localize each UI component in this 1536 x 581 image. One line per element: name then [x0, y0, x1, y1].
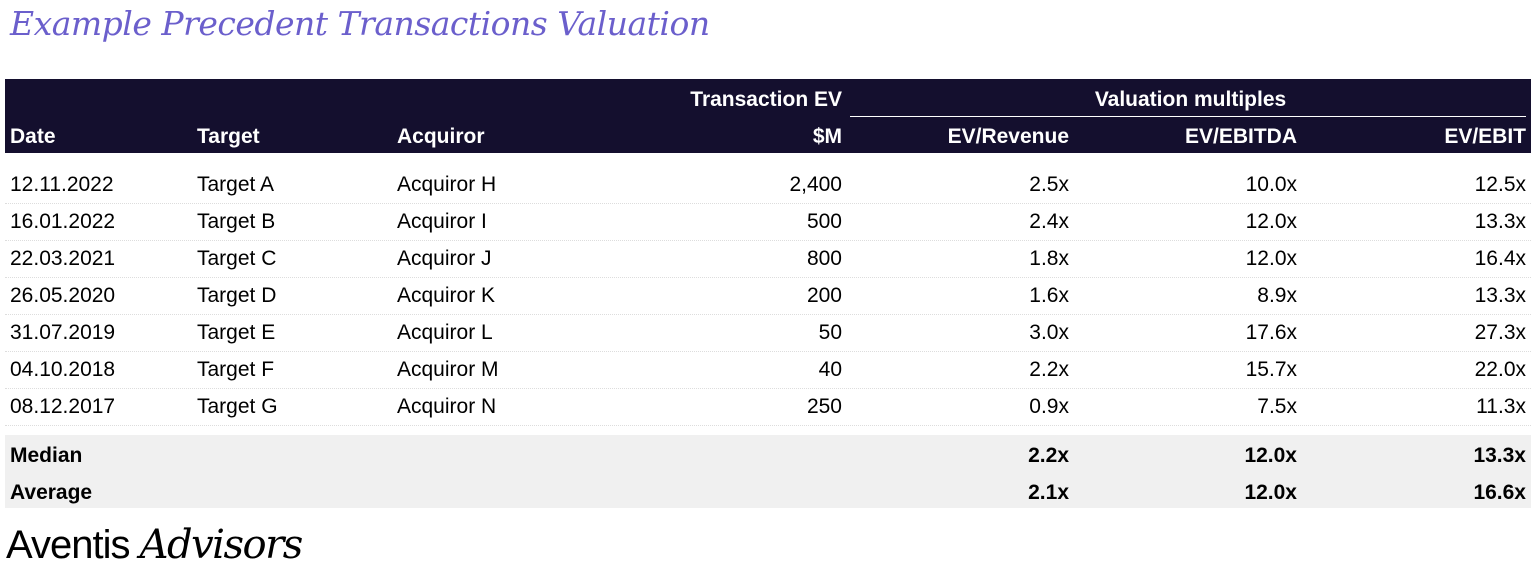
cell-ev-ebit: 11.3x: [1476, 395, 1526, 418]
summary-label-median: Median: [10, 444, 83, 467]
cell-target: Target E: [197, 321, 276, 344]
cell-acquiror: Acquiror N: [397, 395, 497, 418]
cell-transaction-ev: 50: [818, 321, 842, 344]
cell-ev-revenue: 2.4x: [1029, 210, 1069, 233]
cell-acquiror: Acquiror I: [397, 210, 487, 233]
summary-block: Median 2.2x 12.0x 13.3x Average 2.1x 12.…: [5, 435, 1531, 508]
cell-ev-ebit: 12.5x: [1474, 173, 1526, 196]
cell-ev-ebitda: 10.0x: [1245, 173, 1297, 196]
table-row: 26.05.2020 Target D Acquiror K 200 1.6x 8.9x 1…: [5, 277, 1531, 315]
cell-date: 12.11.2022: [10, 173, 114, 196]
cell-date: 04.10.2018: [10, 358, 116, 381]
table-row: 31.07.2019 Target E Acquiror L 50 3.0x 17.6x 2…: [5, 314, 1531, 352]
table-row: 04.10.2018 Target F Acquiror M 40 2.2x 15.7x 2…: [5, 351, 1531, 389]
header-ev-ebit: EV/EBIT: [1444, 125, 1526, 148]
cell-ev-ebit: 16.4x: [1474, 247, 1526, 270]
header-valuation-multiples: Valuation multiples: [1094, 88, 1287, 111]
cell-ev-ebit: 13.3x: [1474, 210, 1526, 233]
cell-ev-revenue: 0.9x: [1029, 395, 1069, 418]
cell-target: Target A: [197, 173, 275, 196]
median-ev-ebitda: 12.0x: [1244, 444, 1297, 467]
average-ev-ebitda: 12.0x: [1244, 481, 1297, 504]
header-transaction-ev: Transaction EV: [690, 88, 842, 111]
header-ev-revenue: EV/Revenue: [947, 125, 1069, 148]
table-row: 12.11.2022 Target A Acquiror H 2,400 2.5x 10.…: [5, 166, 1531, 204]
cell-acquiror: Acquiror H: [397, 173, 497, 196]
cell-transaction-ev: 200: [806, 284, 842, 307]
table-header: Transaction EV Valuation multiples Date …: [5, 79, 1531, 153]
cell-ev-ebit: 22.0x: [1474, 358, 1526, 381]
aventis-advisors-logo: Aventis Advisors: [6, 522, 304, 568]
cell-date: 26.05.2020: [10, 284, 116, 307]
summary-label-average: Average: [10, 481, 93, 504]
average-ev-ebit: 16.6x: [1473, 481, 1526, 504]
header-date: Date: [10, 125, 56, 148]
cell-ev-ebitda: 12.0x: [1245, 247, 1297, 270]
header-target: Target: [197, 125, 260, 148]
table-row: 08.12.2017 Target G Acquiror N 250 0.9x 7.5x 1…: [5, 388, 1531, 426]
cell-date: 31.07.2019: [10, 321, 116, 344]
cell-ev-revenue: 3.0x: [1029, 321, 1069, 344]
cell-target: Target G: [197, 395, 278, 418]
cell-ev-revenue: 2.5x: [1029, 173, 1069, 196]
header-ev-ebitda: EV/EBITDA: [1184, 125, 1297, 148]
cell-target: Target F: [197, 358, 275, 381]
cell-acquiror: Acquiror M: [397, 358, 499, 381]
logo-text-advisors: Advisors: [139, 522, 304, 568]
cell-ev-ebitda: 17.6x: [1245, 321, 1297, 344]
header-acquiror: Acquiror: [397, 125, 485, 148]
page-title: Example Precedent Transactions Valuation: [10, 4, 710, 43]
cell-transaction-ev: 800: [806, 247, 842, 270]
cell-date: 16.01.2022: [10, 210, 116, 233]
logo-text-aventis: Aventis: [6, 523, 130, 567]
cell-ev-ebit: 27.3x: [1474, 321, 1526, 344]
table-row: 16.01.2022 Target B Acquiror I 500 2.4x 12.0x…: [5, 203, 1531, 241]
cell-ev-ebitda: 7.5x: [1257, 395, 1297, 418]
cell-transaction-ev: 2,400: [789, 173, 842, 196]
cell-ev-ebitda: 12.0x: [1245, 210, 1297, 233]
cell-transaction-ev: 40: [818, 358, 842, 381]
cell-acquiror: Acquiror J: [397, 247, 492, 270]
median-ev-revenue: 2.2x: [1028, 444, 1069, 467]
cell-ev-ebitda: 8.9x: [1257, 284, 1297, 307]
cell-ev-revenue: 2.2x: [1029, 358, 1069, 381]
cell-target: Target C: [197, 247, 277, 270]
average-ev-revenue: 2.1x: [1028, 481, 1069, 504]
cell-date: 22.03.2021: [10, 247, 116, 270]
header-ev-usd: $M: [812, 125, 842, 148]
cell-transaction-ev: 500: [806, 210, 842, 233]
cell-transaction-ev: 250: [806, 395, 842, 418]
table-row: 22.03.2021 Target C Acquiror J 800 1.8x 12.0x…: [5, 240, 1531, 278]
cell-target: Target D: [197, 284, 277, 307]
median-ev-ebit: 13.3x: [1473, 444, 1526, 467]
header-divider: [850, 116, 1526, 117]
cell-ev-revenue: 1.6x: [1029, 284, 1069, 307]
cell-ev-ebit: 13.3x: [1474, 284, 1526, 307]
cell-date: 08.12.2017: [10, 395, 116, 418]
cell-ev-ebitda: 15.7x: [1245, 358, 1297, 381]
cell-acquiror: Acquiror K: [397, 284, 496, 307]
cell-target: Target B: [197, 210, 276, 233]
cell-acquiror: Acquiror L: [397, 321, 493, 344]
cell-ev-revenue: 1.8x: [1029, 247, 1069, 270]
